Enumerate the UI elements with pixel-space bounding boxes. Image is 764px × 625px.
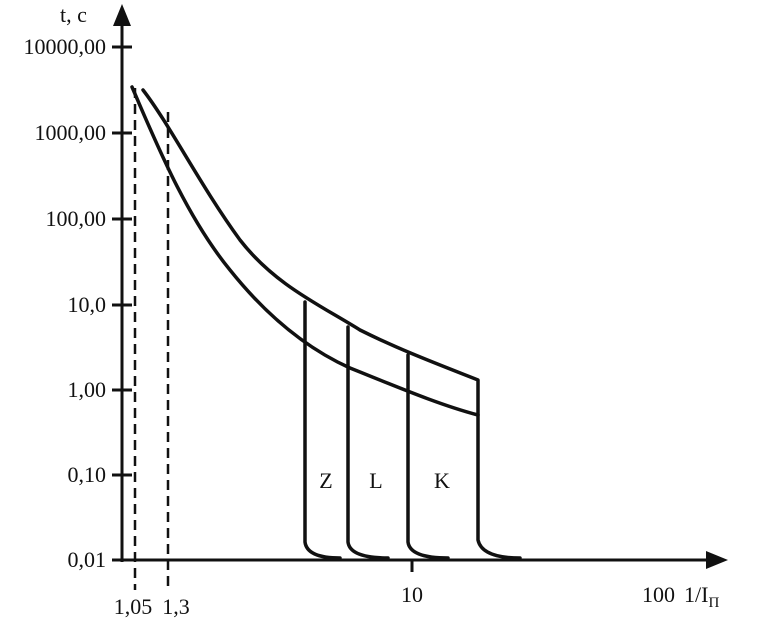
curve-label: L xyxy=(369,468,382,493)
y-ticks: 10000,00 1000,00 100,00 10,0 1,00 0,10 0,01 xyxy=(24,34,132,572)
x-axis-label-main: 1/I xyxy=(684,582,708,607)
lower-curve xyxy=(130,85,480,417)
y-tick-label: 10,0 xyxy=(68,292,107,317)
y-tick-label: 1000,00 xyxy=(35,120,107,145)
x-tick-label: 10 xyxy=(401,582,423,607)
y-tick-label: 10000,00 xyxy=(24,34,107,59)
x-tick-label: 1,05 xyxy=(114,594,153,619)
x-axis-label-sub: П xyxy=(708,595,719,611)
x-axis-arrow xyxy=(706,551,728,569)
x-tick-label: 100 xyxy=(642,582,675,607)
l-drop xyxy=(346,325,390,560)
curve-label: Z xyxy=(319,468,332,493)
upper-curve xyxy=(141,88,522,560)
k-drop xyxy=(406,353,450,560)
y-axis-arrow xyxy=(113,4,131,26)
y-tick-label: 100,00 xyxy=(46,206,107,231)
curve-label: K xyxy=(434,468,450,493)
y-tick-label: 1,00 xyxy=(68,377,107,402)
x-tick-label: 1,3 xyxy=(162,594,190,619)
y-tick-label: 0,01 xyxy=(68,547,107,572)
z-drop xyxy=(303,300,342,560)
x-axis-label: 1/IП xyxy=(684,582,719,611)
y-tick-label: 0,10 xyxy=(68,462,107,487)
y-axis-label: t, c xyxy=(60,2,87,27)
